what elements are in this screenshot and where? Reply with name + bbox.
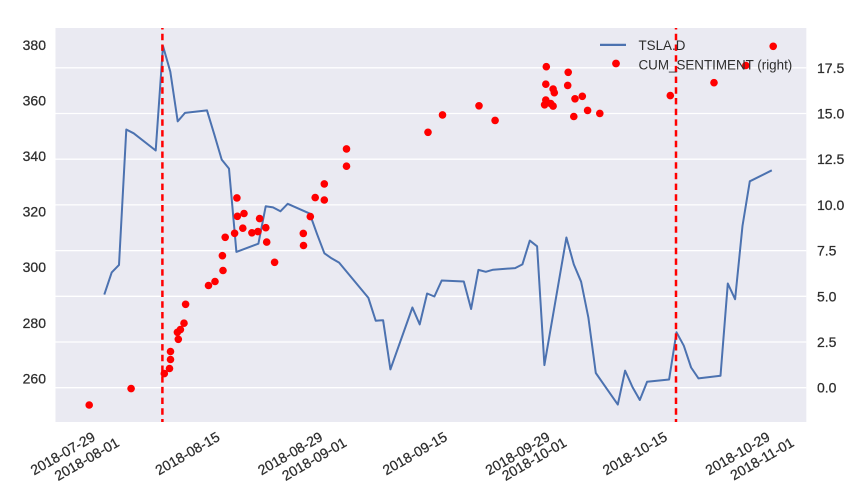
- svg-text:2018-08-15: 2018-08-15: [152, 428, 222, 478]
- svg-text:15.0: 15.0: [817, 106, 844, 122]
- svg-text:10.0: 10.0: [817, 197, 844, 213]
- svg-text:380: 380: [23, 37, 47, 53]
- svg-text:360: 360: [23, 92, 47, 108]
- svg-text:300: 300: [23, 259, 47, 275]
- svg-text:7.5: 7.5: [817, 243, 837, 259]
- svg-text:320: 320: [23, 204, 47, 220]
- svg-text:17.5: 17.5: [817, 60, 844, 76]
- svg-text:2018-10-15: 2018-10-15: [600, 428, 670, 478]
- svg-text:280: 280: [23, 315, 47, 331]
- svg-text:340: 340: [23, 148, 47, 164]
- svg-text:CUM_SENTIMENT (right): CUM_SENTIMENT (right): [639, 58, 793, 73]
- svg-text:2.5: 2.5: [817, 334, 837, 350]
- svg-text:260: 260: [23, 370, 47, 386]
- svg-text:12.5: 12.5: [817, 151, 844, 167]
- svg-text:5.0: 5.0: [817, 288, 837, 304]
- svg-text:2018-09-15: 2018-09-15: [380, 428, 450, 478]
- svg-text:0.0: 0.0: [817, 380, 837, 396]
- svg-text:TSLA.D: TSLA.D: [639, 38, 686, 53]
